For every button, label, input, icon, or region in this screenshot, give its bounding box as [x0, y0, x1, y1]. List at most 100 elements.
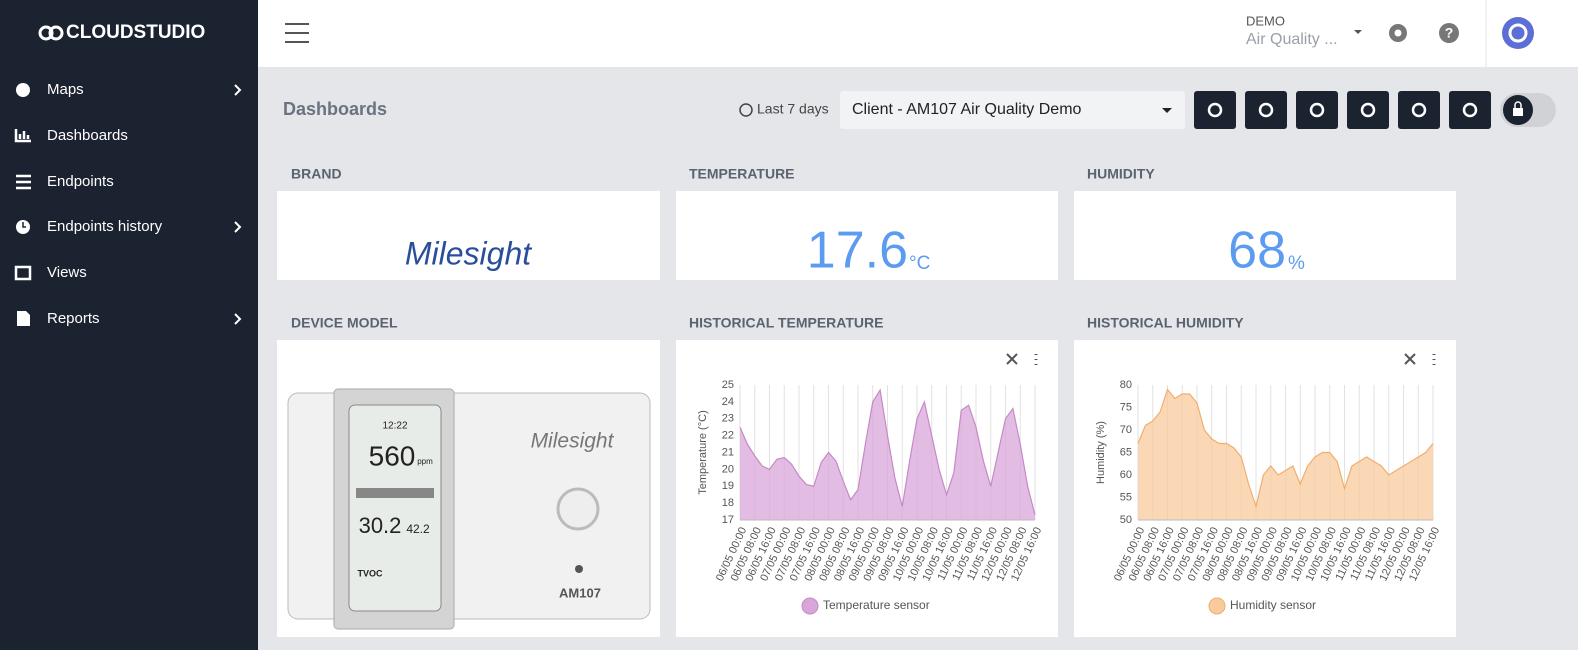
icon [1514, 101, 1522, 108]
nav-item[interactable]: Dashboards [47, 127, 128, 144]
icon [14, 265, 32, 281]
y-tick-label: 17 [722, 514, 734, 526]
chevron [234, 313, 242, 325]
icon [22, 222, 26, 228]
icon [1513, 108, 1523, 116]
y-axis-title: Temperature (°C) [697, 410, 709, 494]
toolbar-button[interactable] [1449, 91, 1491, 129]
card [277, 191, 660, 280]
legend-label: Temperature sensor [823, 598, 930, 612]
y-tick-label: 70 [1120, 424, 1132, 436]
device-led [575, 565, 583, 573]
area [1138, 389, 1433, 520]
header [258, 0, 1578, 67]
card-title: DEVICE MODEL [291, 315, 398, 331]
area [740, 390, 1035, 520]
line [739, 388, 1036, 516]
expand-icon[interactable] [1006, 353, 1018, 365]
logo-text: CLOUDSTUDIO [66, 22, 205, 43]
y-tick-label: 55 [1120, 491, 1132, 503]
avatar[interactable] [1502, 17, 1534, 49]
icon [1207, 102, 1223, 118]
caret [1162, 108, 1172, 113]
icon [1258, 102, 1274, 118]
device-brand: Milesight [531, 430, 615, 453]
time-range[interactable]: Last 7 days [757, 101, 829, 117]
chevron [234, 221, 242, 233]
y-tick-label: 21 [722, 446, 734, 458]
device-model: AM107 [559, 585, 601, 600]
screen-bars [356, 488, 434, 498]
y-tick-label: 75 [1120, 401, 1132, 413]
card-title: HISTORICAL HUMIDITY [1087, 315, 1244, 331]
card-title: HUMIDITY [1087, 166, 1155, 182]
logo-icon [48, 25, 64, 41]
screen-text: ppm [417, 457, 433, 466]
account: DEMO [1246, 13, 1285, 28]
screen-text: TVOC [357, 568, 383, 578]
clock-icon [739, 103, 753, 117]
icon [1411, 102, 1427, 118]
y-tick-label: 80 [1120, 379, 1132, 391]
y-tick-label: 20 [722, 463, 734, 475]
expand-icon[interactable] [1404, 353, 1416, 365]
dashboard-name: Client - AM107 Air Quality Demo [852, 101, 1082, 118]
y-tick-label: 19 [722, 480, 734, 492]
menu-button[interactable] [285, 23, 309, 43]
nav-item[interactable]: Maps [47, 81, 84, 98]
toolbar-button[interactable] [1347, 91, 1389, 129]
chevron [234, 84, 242, 96]
toolbar-button[interactable] [1245, 91, 1287, 129]
line [1137, 388, 1434, 509]
device-sensor [556, 487, 600, 531]
sidebar [0, 0, 258, 650]
y-tick-label: 24 [722, 396, 734, 408]
temperature-value: 17.6 [807, 222, 908, 280]
icon [16, 174, 31, 190]
y-tick-label: 65 [1120, 446, 1132, 458]
humidity-unit: % [1288, 253, 1305, 274]
icon: ? [1445, 25, 1454, 41]
legend-marker [1208, 597, 1226, 615]
dashboard-select[interactable] [840, 91, 1185, 129]
icon [1360, 102, 1376, 118]
y-tick-label: 25 [722, 379, 734, 391]
y-tick-label: 22 [722, 430, 734, 442]
icon [1462, 102, 1478, 118]
card [676, 191, 1058, 280]
toolbar-button[interactable] [1398, 91, 1440, 129]
device-image: 12:22 560 ppm 30.2 42.2 TVOC Milesight A… [287, 388, 651, 630]
nav-item[interactable]: Endpoints [47, 173, 114, 190]
screen-text: 30.2 [359, 513, 402, 538]
toolbar-button[interactable] [1194, 91, 1236, 129]
project[interactable]: Air Quality ... [1246, 31, 1338, 48]
temperature-unit: °C [909, 253, 930, 274]
y-tick-label: 60 [1120, 469, 1132, 481]
legend-label: Humidity sensor [1230, 598, 1316, 612]
icon [14, 129, 31, 143]
icon [1508, 23, 1528, 43]
help-button[interactable] [1439, 23, 1459, 43]
nav-item[interactable]: Views [47, 264, 87, 281]
nav-item[interactable]: Endpoints history [47, 218, 163, 235]
toolbar-buttons [1194, 91, 1491, 129]
toolbar-button[interactable] [1296, 91, 1338, 129]
legend-marker [801, 597, 819, 615]
icon [1394, 29, 1402, 37]
y-tick-label: 23 [722, 413, 734, 425]
humidity-value: 68 [1228, 222, 1286, 280]
card-title: TEMPERATURE [689, 166, 795, 182]
icon [17, 311, 30, 326]
screen-text: 42.2 [406, 522, 430, 536]
y-tick-label: 50 [1120, 514, 1132, 526]
icon [1309, 102, 1325, 118]
device-screen [348, 404, 442, 612]
screen-text: 12:22 [382, 421, 407, 432]
logo-icon [38, 25, 54, 41]
brand-logo: Milesight [405, 235, 532, 271]
page-title: Dashboards [283, 99, 387, 119]
icon [16, 83, 30, 97]
nav-item[interactable]: Reports [47, 310, 100, 327]
card-title: BRAND [291, 166, 342, 182]
